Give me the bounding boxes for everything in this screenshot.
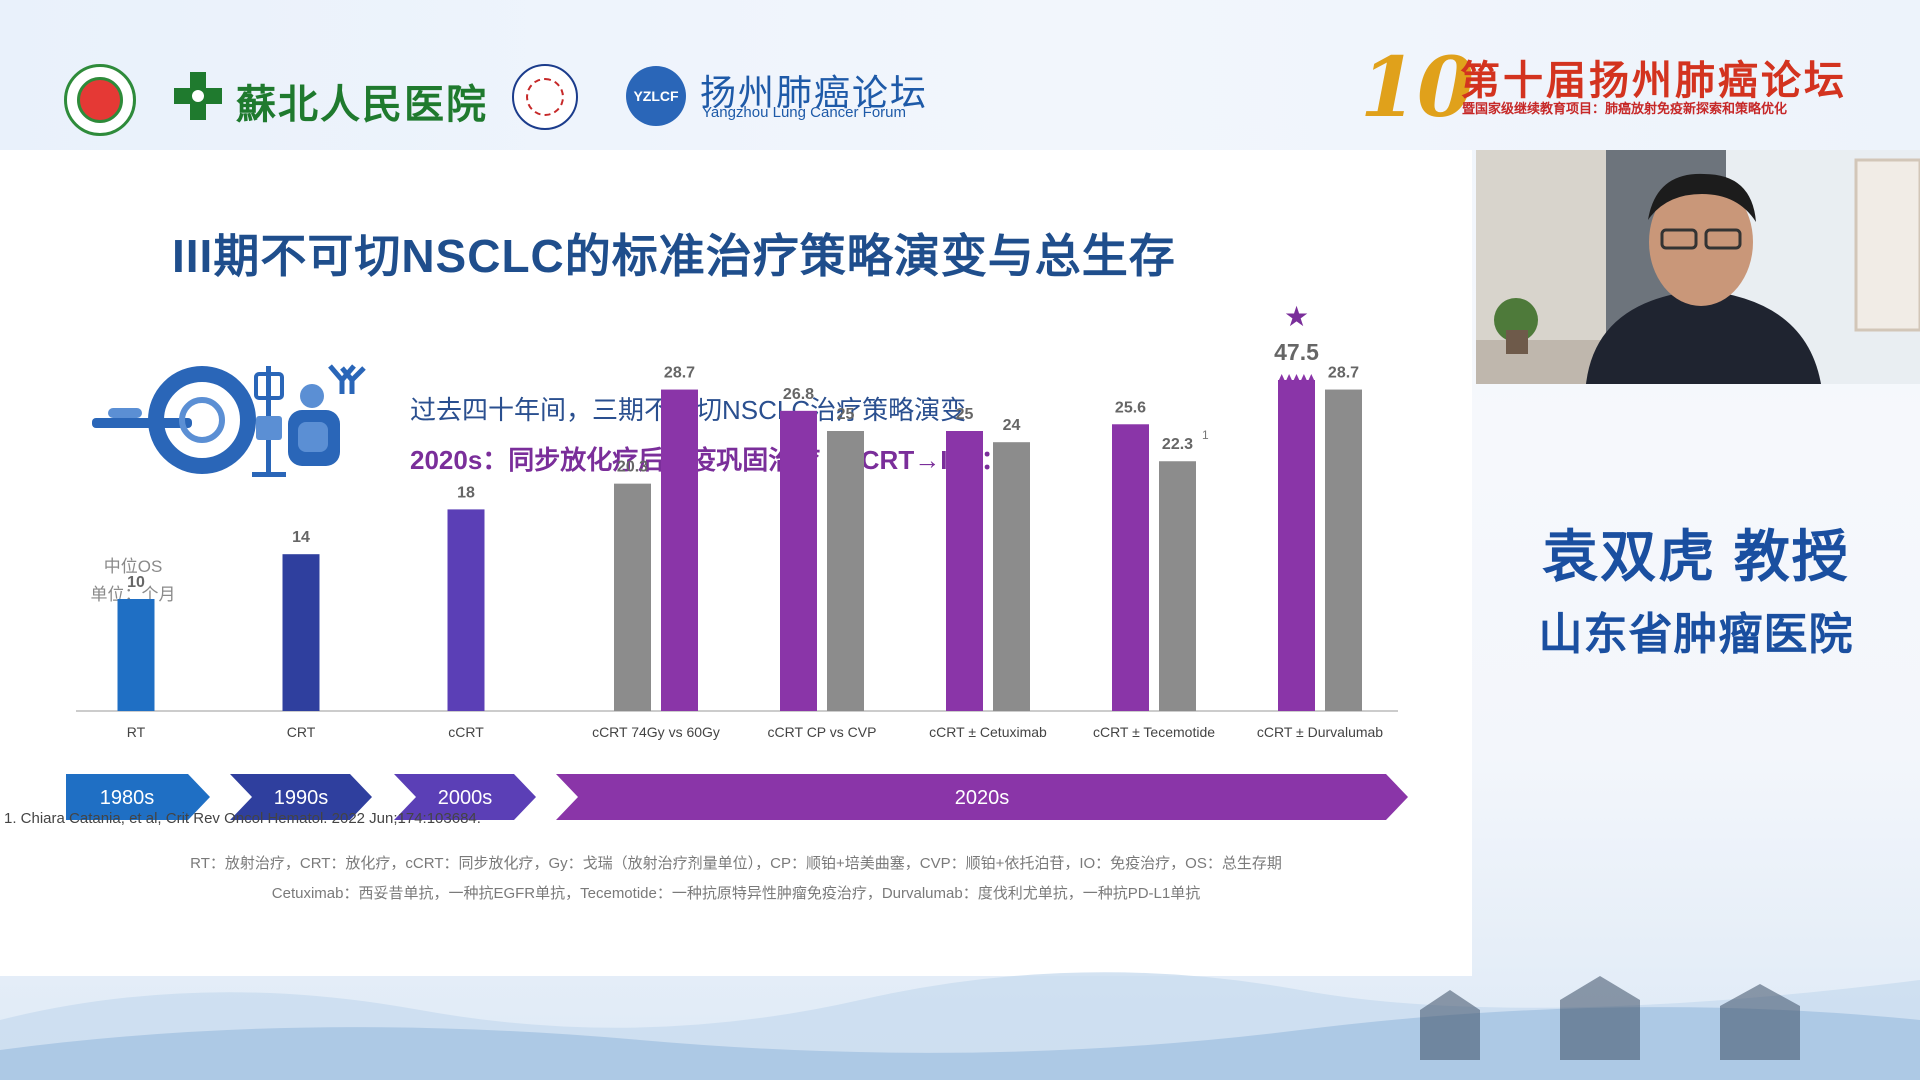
highlight-star-icon: ★ bbox=[1284, 301, 1309, 332]
data-label: 25 bbox=[956, 406, 974, 423]
event-header: 蘇北人民医院 YZLCF 扬州肺癌论坛 Yangzhou Lung Cancer… bbox=[0, 0, 1920, 150]
event-title: 第十届扬州肺癌论坛 bbox=[1460, 59, 1847, 103]
speaker-name: 袁双虎 教授 bbox=[1542, 525, 1850, 588]
data-label: 10 bbox=[127, 574, 145, 591]
x-tick-label: cCRT bbox=[448, 724, 484, 740]
hospital-name: 蘇北人民医院 bbox=[236, 81, 488, 128]
bar bbox=[282, 554, 320, 711]
event-number-logo: 10 bbox=[1360, 40, 1475, 136]
data-label: 47.5 bbox=[1274, 339, 1319, 365]
treatment-icons bbox=[92, 364, 366, 477]
era-arrow bbox=[230, 774, 372, 820]
data-label: 18 bbox=[457, 484, 475, 501]
era-label: 2020s bbox=[955, 787, 1010, 809]
radiotherapy-machine-icon bbox=[92, 366, 256, 474]
data-label: 20.3 bbox=[617, 459, 648, 476]
era-label: 1980s bbox=[100, 787, 155, 809]
iv-drip-stand-icon bbox=[252, 366, 286, 477]
era-arrow bbox=[66, 774, 210, 820]
bar bbox=[117, 599, 155, 711]
x-tick-label: cCRT ± Durvalumab bbox=[1257, 724, 1383, 740]
x-tick-label: RT bbox=[127, 724, 146, 740]
data-label: 28.7 bbox=[1328, 365, 1359, 382]
x-tick-label: cCRT 74Gy vs 60Gy bbox=[592, 724, 720, 740]
era-arrow bbox=[394, 774, 536, 820]
speaker-webcam bbox=[1476, 150, 1920, 384]
era-label: 2000s bbox=[438, 787, 493, 809]
forum-logo: YZLCF bbox=[626, 66, 686, 126]
axis-break-mark bbox=[1278, 374, 1315, 382]
slide-highlight-line: 2020s：同步放化疗后免疫巩固治疗（cCRT→IO）： bbox=[410, 445, 1007, 475]
slide-title: III期不可切NSCLC的标准治疗策略演变与总生存 bbox=[172, 230, 1176, 282]
era-label: 1990s bbox=[274, 787, 329, 809]
data-label: 26.8 bbox=[783, 386, 814, 403]
bar bbox=[1159, 461, 1196, 711]
footnote-superscript: 1 bbox=[1202, 428, 1209, 442]
event-subtitle: 暨国家级继续教育项目：肺癌放射免疫新探索和策略优化 bbox=[1462, 101, 1788, 116]
forum-name-cn: 扬州肺癌论坛 bbox=[700, 72, 929, 113]
x-tick-label: cCRT ± Tecemotide bbox=[1093, 724, 1215, 740]
patient-chair-icon bbox=[288, 384, 340, 466]
speaker-hospital: 山东省肿瘤医院 bbox=[1538, 610, 1854, 659]
data-label: 28.7 bbox=[664, 365, 695, 382]
bar bbox=[946, 431, 983, 711]
data-label: 24 bbox=[1003, 417, 1021, 434]
reference-citation: 1. Chiara Catania, et al, Crit Rev Oncol… bbox=[4, 810, 481, 827]
era-arrow bbox=[556, 774, 1408, 820]
x-tick-label: CRT bbox=[287, 724, 316, 740]
speaker-video-frame bbox=[1476, 150, 1920, 384]
bar bbox=[827, 431, 864, 711]
x-tick-label: cCRT CP vs CVP bbox=[768, 724, 877, 740]
bar bbox=[1112, 424, 1149, 711]
data-label: 25.6 bbox=[1115, 399, 1146, 416]
bar bbox=[614, 483, 651, 711]
data-label: 25 bbox=[837, 406, 855, 423]
bar bbox=[993, 442, 1030, 711]
bar bbox=[780, 410, 817, 711]
hospital-emblem-logo bbox=[64, 64, 136, 136]
presentation-slide: III期不可切NSCLC的标准治疗策略演变与总生存 过去四十年间，三期不可切NS… bbox=[0, 150, 1472, 976]
x-tick-label: cCRT ± Cetuximab bbox=[929, 724, 1047, 740]
bar bbox=[447, 509, 485, 711]
y-axis-label: 中位OS bbox=[104, 557, 163, 576]
decorative-landscape-footer bbox=[0, 972, 1920, 1080]
data-label: 14 bbox=[292, 529, 310, 546]
abbreviations-line-1: RT：放射治疗，CRT：放化疗，cCRT：同步放化疗，Gy：戈瑞（放射治疗剂量单… bbox=[190, 855, 1282, 872]
antibody-icon bbox=[328, 364, 366, 394]
bar bbox=[1325, 389, 1362, 711]
university-emblem-logo bbox=[512, 64, 578, 130]
abbreviations-line-2: Cetuximab：西妥昔单抗，一种抗EGFR单抗，Tecemotide：一种抗… bbox=[271, 885, 1201, 902]
hospital-cross-logo bbox=[174, 72, 222, 120]
data-label: 22.3 bbox=[1162, 436, 1193, 453]
bar bbox=[661, 389, 698, 711]
forum-name-en: Yangzhou Lung Cancer Forum bbox=[702, 104, 907, 121]
bar bbox=[1278, 380, 1315, 711]
